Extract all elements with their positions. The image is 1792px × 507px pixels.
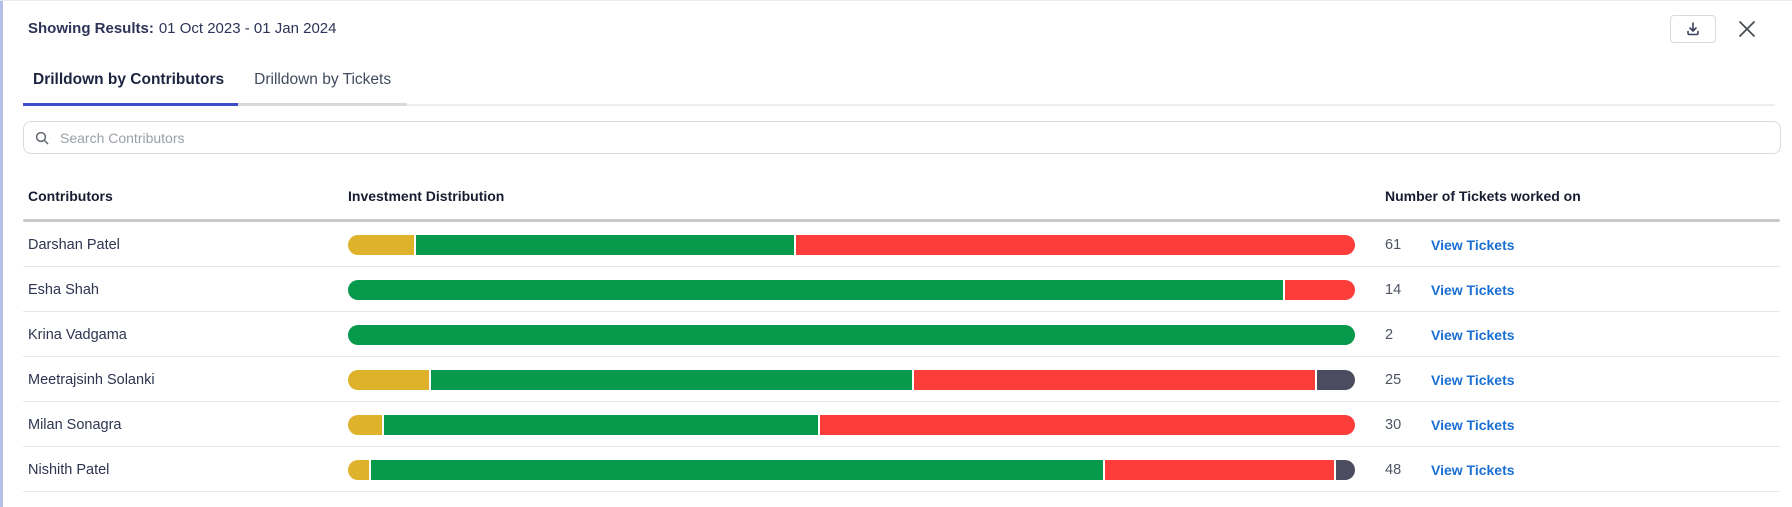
ticket-count: 30 [1385,416,1402,433]
drilldown-panel: Showing Results: 01 Oct 2023 - 01 Jan 202… [3,1,1792,506]
contributor-name: Krina Vadgama [28,326,127,343]
tab-drilldown-by-contributors[interactable]: Drilldown by Contributors [23,65,239,106]
bar-segment-red [911,369,1315,390]
bar-segment-slate [1334,459,1355,480]
view-tickets-link[interactable]: View Tickets [1431,326,1515,343]
view-tickets-link[interactable]: View Tickets [1431,461,1515,478]
investment-bar [348,459,1355,480]
investment-bar-cell [348,234,1385,255]
view-tickets-link[interactable]: View Tickets [1431,371,1515,388]
bar-segment-green [428,369,912,390]
search-bar [23,121,1781,154]
table-row: Krina Vadgama 2 View Tickets [3,312,1792,357]
showing-results: Showing Results: 01 Oct 2023 - 01 Jan 202… [28,15,336,37]
view-tickets-link[interactable]: View Tickets [1431,416,1515,433]
bar-segment-green [348,324,1355,345]
investment-bar-cell [348,369,1385,390]
contributor-name: Darshan Patel [28,236,120,253]
view-tickets-link[interactable]: View Tickets [1431,236,1515,253]
date-range: 01 Oct 2023 - 01 Jan 2024 [158,20,337,37]
ticket-count: 48 [1385,461,1402,478]
table-row: Darshan Patel 61 View Tickets [3,222,1792,267]
bar-segment-slate [1314,369,1355,390]
contributor-name: Nishith Patel [28,461,110,478]
bar-segment-yellow [348,234,415,255]
topbar: Showing Results: 01 Oct 2023 - 01 Jan 202… [3,1,1792,43]
bar-segment-red [817,414,1355,435]
search-icon [35,131,49,145]
investment-bar [348,234,1355,255]
panel-left-accent [0,1,3,507]
bar-segment-green [414,234,794,255]
investment-bar-cell [348,324,1385,345]
tabs: Drilldown by Contributors Drilldown by T… [23,65,1775,106]
tab-drilldown-by-tickets[interactable]: Drilldown by Tickets [238,65,408,106]
table-row: Milan Sonagra 30 View Tickets [3,402,1792,447]
bar-segment-red [1103,459,1335,480]
ticket-count: 61 [1385,236,1402,253]
bar-segment-green [368,459,1104,480]
bar-segment-yellow [348,414,382,435]
column-header-contributors: Contributors [28,188,113,204]
investment-bar [348,369,1355,390]
bar-segment-yellow [348,459,369,480]
table-header: Contributors Investment Distribution Num… [3,183,1792,209]
contributor-name: Meetrajsinh Solanki [28,371,155,388]
table-row: Nishith Patel 48 View Tickets [3,447,1792,492]
close-icon [1739,21,1755,37]
header-divider [23,219,1780,222]
investment-bar [348,324,1355,345]
close-button[interactable] [1734,16,1760,42]
table-row: Meetrajsinh Solanki 25 View Tickets [3,357,1792,402]
table-row: Esha Shah 14 View Tickets [3,267,1792,312]
table-body: Darshan Patel 61 View Tickets Esha Shah … [3,222,1792,492]
contributor-name: Milan Sonagra [28,416,122,433]
ticket-count: 14 [1385,281,1402,298]
investment-bar-cell [348,279,1385,300]
bar-segment-green [381,414,818,435]
contributor-name: Esha Shah [28,281,99,298]
topbar-actions [1670,15,1760,43]
investment-bar [348,414,1355,435]
column-header-tickets-worked-on: Number of Tickets worked on [1385,188,1581,204]
showing-results-label: Showing Results: [28,20,154,37]
investment-bar-cell [348,414,1385,435]
ticket-count: 2 [1385,326,1394,343]
view-tickets-link[interactable]: View Tickets [1431,281,1515,298]
ticket-count: 25 [1385,371,1402,388]
bar-segment-red [793,234,1355,255]
column-header-investment-distribution: Investment Distribution [348,188,505,204]
bar-segment-yellow [348,369,429,390]
investment-bar-cell [348,459,1385,480]
download-button[interactable] [1670,15,1716,43]
bar-segment-green [348,279,1284,300]
bar-segment-red [1283,279,1355,300]
search-input[interactable] [23,121,1781,154]
download-icon [1687,22,1699,36]
investment-bar [348,279,1355,300]
